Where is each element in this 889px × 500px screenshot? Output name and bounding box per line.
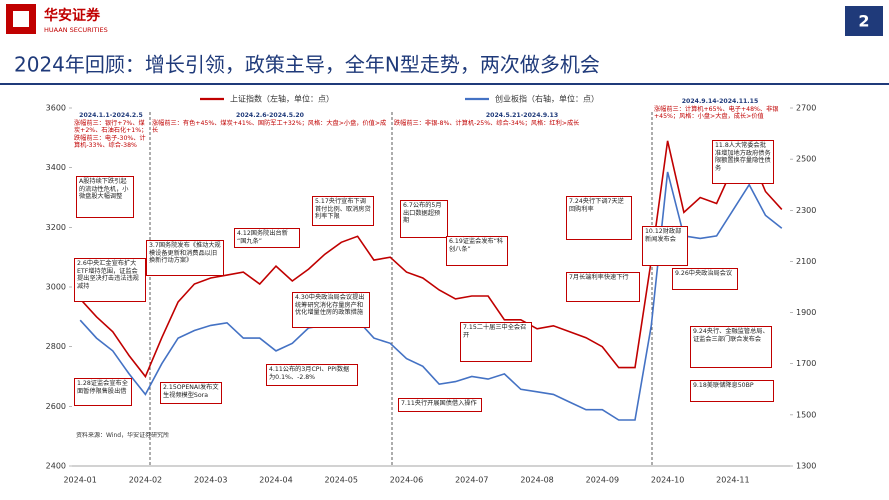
period-dates: 2024.1.1-2024.2.5 (79, 112, 143, 119)
y2-tick-label: 2700 (796, 104, 816, 113)
y2-tick-label: 2500 (796, 155, 816, 164)
page-number: 2 (858, 12, 869, 31)
period-text: 涨幅前三：有色+45%、煤炭+41%、国防军工+32%；风格：大盘>小盘，价值>… (152, 119, 387, 135)
slide-title: 2024年回顾：增长引领，政策主导，全年N型走势，两次做多机会 (14, 53, 600, 77)
annotation: 4.12国务院出台新“国九条” (234, 228, 300, 248)
period-text: 涨幅前三：计算机+65%、电子+48%、非银+45%；风格：小盘>大盘，成长>价… (654, 105, 779, 121)
x-tick-label: 2024-08 (520, 476, 553, 485)
y-tick-label: 3400 (46, 163, 66, 172)
x-tick-label: 2024-09 (586, 476, 619, 485)
y2-tick-label: 1500 (796, 410, 816, 419)
x-tick-label: 2024-04 (259, 476, 292, 485)
x-tick-label: 2024-01 (63, 476, 96, 485)
x-tick-label: 2024-06 (390, 476, 423, 485)
x-tick-label: 2024-02 (129, 476, 162, 485)
annotation: 7.11央行开展国债借入操作 (398, 398, 482, 412)
annotation: 2.6中央汇金宣布扩大ETF增持范围，证监会提出坚决打击违法违规减持 (74, 258, 146, 302)
y-tick-label: 3000 (46, 283, 66, 292)
period-note: 2024.9.14-2024.11.15 涨幅前三：计算机+65%、电子+48%、… (654, 98, 786, 158)
annotation: 7.24央行下调7天逆回购利率 (566, 196, 632, 240)
annotation: 7.15二十届三中全会召开 (460, 322, 532, 362)
annotation: 9.18美联储降息50BP (690, 380, 774, 402)
annotation: 6.19证监会发布“科创八条” (446, 236, 508, 266)
y2-tick-label: 1900 (796, 308, 816, 317)
legend-label: 上证指数（左轴，单位：点） (230, 94, 334, 104)
period-note: 2024.2.6-2024.5.20 涨幅前三：有色+45%、煤炭+41%、国防军… (152, 112, 388, 152)
y2-tick-label: 2300 (796, 206, 816, 215)
annotation: 6.7公布的5月出口数据超预期 (400, 200, 448, 238)
annotation: 10.12财政部新闻发布会 (642, 226, 688, 266)
annotation: 4.30中央政治局会议提出统筹研究消化存量房产和优化增量住房的政策措施 (292, 292, 370, 328)
logo-mark-inner (13, 11, 29, 27)
series-line (79, 171, 783, 421)
period-text: 涨幅前三：银行+7%、煤炭+2%、石油石化+1%；跌幅前三：电子-30%、计算机… (74, 119, 148, 150)
logo-text: 华安证券 (44, 7, 101, 24)
logo-subtext: HUAAN SECURITIES (44, 26, 108, 34)
period-text: 跌幅前三：非银-8%、计算机-25%、综合-34%；风格：红利>成长 (394, 119, 580, 127)
x-tick-label: 2024-07 (455, 476, 488, 485)
annotation: 7月长端利率快速下行 (566, 272, 640, 302)
legend-label: 创业板指（右轴，单位：点） (495, 94, 599, 104)
x-tick-label: 2024-05 (325, 476, 358, 485)
period-dates: 2024.5.21-2024.9.13 (485, 112, 559, 119)
x-tick-label: 2024-10 (651, 476, 684, 485)
period-dates: 2024.9.14-2024.11.15 (681, 98, 759, 105)
y-tick-label: 2600 (46, 402, 66, 411)
annotation: 9.26中央政治局会议 (672, 268, 738, 290)
x-tick-label: 2024-11 (716, 476, 749, 485)
annotation: 4.11公布的3月CPI、PPI数据为0.1%、-2.8% (266, 364, 358, 386)
annotation: 3.7国务院发布《推动大规模设备更新和消费品以旧换新行动方案》 (146, 240, 224, 276)
annotation: 1.28证监会宣布全面暂停限售股出借 (74, 378, 132, 406)
source-note: 资料来源：Wind，华安证券研究所 (76, 432, 170, 439)
y2-tick-label: 1700 (796, 359, 816, 368)
period-dates: 2024.2.6-2024.5.20 (236, 112, 304, 119)
y2-tick-label: 2100 (796, 257, 816, 266)
annotation: 9.24央行、金融监管总局、证监会三部门联合发布会 (690, 326, 772, 368)
annotation: 2.15OPENAI发布文生视频模型Sora (160, 382, 222, 404)
annotation: 5.17央行宣布下调首付比例、取消房贷利率下限 (312, 196, 374, 226)
annotation: 11.8人大常委会批准增加地方政府债务限额置换存量隐性债务 (712, 140, 774, 184)
y2-tick-label: 1300 (796, 462, 816, 471)
y-tick-label: 3600 (46, 104, 66, 113)
series-line (79, 140, 783, 379)
page-number-box (845, 6, 883, 36)
y-tick-label: 2800 (46, 342, 66, 351)
period-note: 2024.5.21-2024.9.13 跌幅前三：非银-8%、计算机-25%、综合… (394, 112, 650, 152)
period-note: 2024.1.1-2024.2.5 涨幅前三：银行+7%、煤炭+2%、石油石化+1… (74, 112, 148, 172)
x-tick-label: 2024-03 (194, 476, 227, 485)
y-tick-label: 2400 (46, 462, 66, 471)
annotation: A股持续下跌引起的流动性危机，小微盘股大幅调整 (76, 176, 134, 218)
y-tick-label: 3200 (46, 223, 66, 232)
